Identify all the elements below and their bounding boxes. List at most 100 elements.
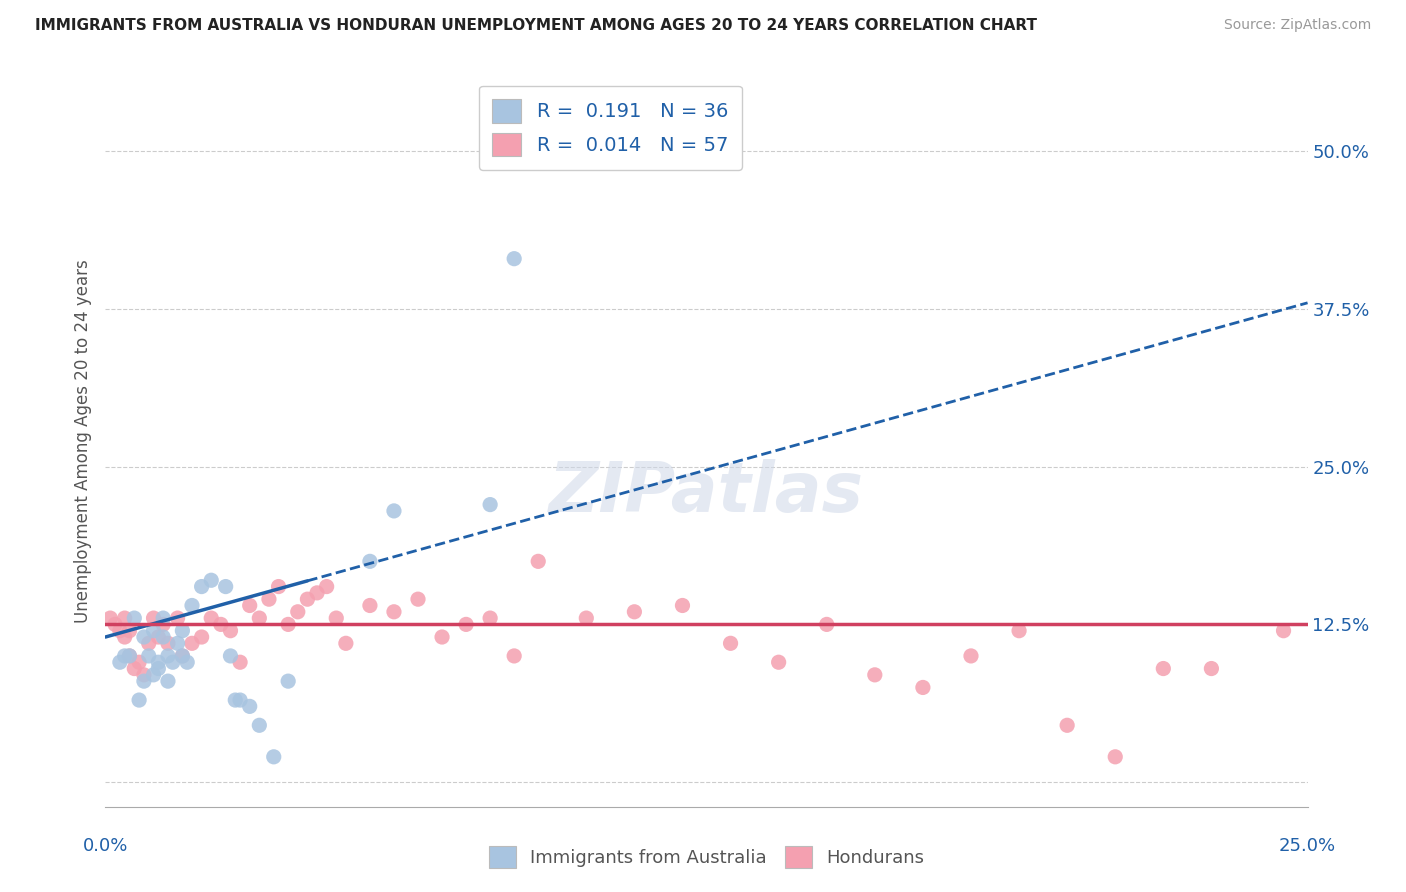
Point bbox=[503, 648, 526, 663]
Point bbox=[128, 693, 150, 707]
Point bbox=[229, 655, 252, 669]
Point bbox=[315, 580, 337, 594]
Point bbox=[166, 611, 188, 625]
Point bbox=[209, 617, 232, 632]
Point bbox=[267, 580, 290, 594]
Point bbox=[479, 611, 502, 625]
Point bbox=[479, 498, 502, 512]
Point bbox=[132, 674, 155, 689]
Point bbox=[156, 648, 179, 663]
Point bbox=[142, 668, 165, 682]
Point bbox=[768, 655, 790, 669]
Point bbox=[124, 661, 146, 675]
Point bbox=[911, 681, 934, 695]
Point bbox=[190, 580, 212, 594]
Point bbox=[527, 554, 550, 568]
Point bbox=[815, 617, 838, 632]
Legend: Immigrants from Australia, Hondurans: Immigrants from Australia, Hondurans bbox=[481, 838, 932, 875]
Point bbox=[671, 599, 693, 613]
Point bbox=[148, 661, 170, 675]
Point bbox=[108, 624, 131, 638]
Point bbox=[132, 668, 155, 682]
Text: IMMIGRANTS FROM AUSTRALIA VS HONDURAN UNEMPLOYMENT AMONG AGES 20 TO 24 YEARS COR: IMMIGRANTS FROM AUSTRALIA VS HONDURAN UN… bbox=[35, 18, 1038, 33]
Point bbox=[960, 648, 983, 663]
Point bbox=[219, 624, 242, 638]
Point bbox=[575, 611, 598, 625]
Point bbox=[114, 630, 136, 644]
Text: ZIPatlas: ZIPatlas bbox=[548, 459, 865, 526]
Point bbox=[114, 611, 136, 625]
Point bbox=[503, 252, 526, 266]
Point bbox=[1272, 624, 1295, 638]
Point bbox=[720, 636, 742, 650]
Point bbox=[176, 655, 198, 669]
Point bbox=[118, 624, 141, 638]
Point bbox=[200, 611, 222, 625]
Point bbox=[623, 605, 645, 619]
Text: Source: ZipAtlas.com: Source: ZipAtlas.com bbox=[1223, 18, 1371, 32]
Point bbox=[247, 611, 270, 625]
Point bbox=[162, 655, 184, 669]
Point bbox=[382, 504, 405, 518]
Point bbox=[172, 648, 194, 663]
Point bbox=[98, 611, 121, 625]
Point bbox=[454, 617, 477, 632]
Point bbox=[224, 693, 246, 707]
Point bbox=[142, 624, 165, 638]
Text: 25.0%: 25.0% bbox=[1279, 837, 1336, 855]
Point bbox=[359, 554, 381, 568]
Point bbox=[156, 636, 179, 650]
Point bbox=[172, 648, 194, 663]
Point bbox=[138, 648, 160, 663]
Point bbox=[305, 586, 328, 600]
Point bbox=[214, 580, 236, 594]
Point bbox=[287, 605, 309, 619]
Point bbox=[335, 636, 357, 650]
Point bbox=[406, 592, 429, 607]
Point bbox=[1104, 749, 1126, 764]
Point bbox=[152, 611, 174, 625]
Point bbox=[118, 648, 141, 663]
Point bbox=[277, 674, 299, 689]
Point bbox=[430, 630, 453, 644]
Point bbox=[148, 655, 170, 669]
Point bbox=[219, 648, 242, 663]
Point bbox=[382, 605, 405, 619]
Point bbox=[124, 611, 146, 625]
Point bbox=[257, 592, 280, 607]
Point bbox=[190, 630, 212, 644]
Point bbox=[152, 617, 174, 632]
Point bbox=[132, 630, 155, 644]
Point bbox=[277, 617, 299, 632]
Point bbox=[128, 655, 150, 669]
Point bbox=[1056, 718, 1078, 732]
Point bbox=[1152, 661, 1174, 675]
Point bbox=[172, 624, 194, 638]
Point bbox=[108, 655, 131, 669]
Point bbox=[166, 636, 188, 650]
Point bbox=[863, 668, 886, 682]
Point bbox=[229, 693, 252, 707]
Point bbox=[263, 749, 285, 764]
Point bbox=[247, 718, 270, 732]
Point bbox=[138, 636, 160, 650]
Point bbox=[142, 611, 165, 625]
Point bbox=[1008, 624, 1031, 638]
Point bbox=[297, 592, 319, 607]
Point bbox=[1201, 661, 1223, 675]
Point bbox=[325, 611, 347, 625]
Point bbox=[359, 599, 381, 613]
Y-axis label: Unemployment Among Ages 20 to 24 years: Unemployment Among Ages 20 to 24 years bbox=[73, 260, 91, 624]
Point bbox=[200, 574, 222, 588]
Point bbox=[118, 648, 141, 663]
Point bbox=[114, 648, 136, 663]
Point bbox=[104, 617, 127, 632]
Point bbox=[239, 699, 262, 714]
Text: 0.0%: 0.0% bbox=[83, 837, 128, 855]
Point bbox=[239, 599, 262, 613]
Point bbox=[181, 599, 204, 613]
Point bbox=[152, 630, 174, 644]
Point bbox=[148, 630, 170, 644]
Point bbox=[181, 636, 204, 650]
Point bbox=[156, 674, 179, 689]
